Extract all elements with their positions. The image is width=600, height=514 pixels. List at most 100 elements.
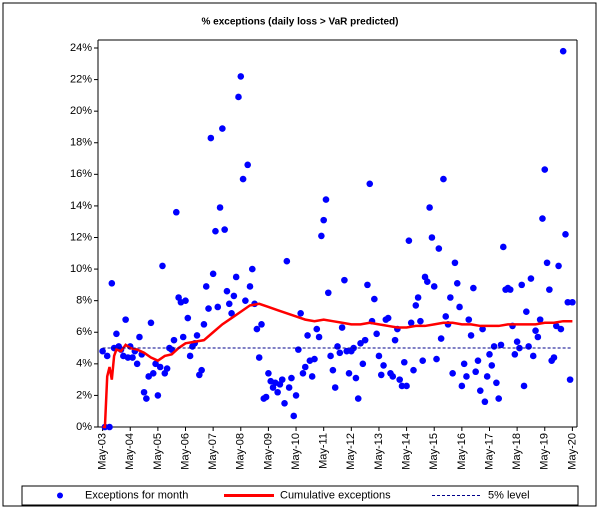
exception-point xyxy=(550,354,558,361)
exception-point xyxy=(106,423,113,431)
exception-point xyxy=(543,259,551,267)
exception-point xyxy=(384,314,392,322)
exception-point xyxy=(163,365,171,372)
exception-point xyxy=(364,281,371,289)
exception-point xyxy=(285,384,293,391)
exception-point xyxy=(329,366,337,374)
exception-point xyxy=(122,316,129,323)
legend-label: Cumulative exceptions xyxy=(280,489,391,501)
exception-point xyxy=(426,204,433,211)
exception-point xyxy=(297,310,304,317)
exception-point xyxy=(288,374,295,382)
exception-point xyxy=(313,325,321,333)
x-tick-label: May-20 xyxy=(566,433,578,470)
exception-point xyxy=(244,161,251,169)
exception-point xyxy=(430,283,438,290)
x-tick-label: May-06 xyxy=(179,433,191,470)
x-tick-label: May-05 xyxy=(152,433,164,470)
exception-point xyxy=(373,330,380,338)
exception-point xyxy=(525,343,532,350)
exception-point xyxy=(341,276,348,284)
exception-point xyxy=(242,297,249,304)
exception-point xyxy=(129,354,136,361)
exception-point xyxy=(463,373,470,380)
exception-point xyxy=(359,360,367,368)
x-tick-label: May-07 xyxy=(207,433,219,470)
exception-point xyxy=(308,373,316,380)
exception-point xyxy=(248,265,256,273)
exception-point xyxy=(311,355,318,363)
exception-point xyxy=(400,358,408,366)
exception-point xyxy=(258,321,265,328)
exception-point xyxy=(433,355,440,363)
exception-point xyxy=(474,357,482,364)
exception-point xyxy=(389,373,397,380)
exception-point xyxy=(371,295,378,303)
exception-point xyxy=(479,325,486,333)
exception-point xyxy=(470,284,477,292)
exception-point xyxy=(159,262,166,270)
exception-point xyxy=(428,234,436,241)
exception-point xyxy=(278,376,286,383)
exception-point xyxy=(170,336,178,344)
exception-point xyxy=(449,370,456,377)
y-tick-label: 12% xyxy=(70,231,92,243)
exception-point xyxy=(465,316,473,323)
exception-point xyxy=(532,327,539,334)
exception-point xyxy=(320,216,327,224)
x-tick-label: May-17 xyxy=(483,433,495,470)
exception-point xyxy=(265,370,272,377)
exception-point xyxy=(456,303,463,311)
legend-marker xyxy=(57,492,63,499)
exception-point xyxy=(283,257,291,265)
y-tick-label: 2% xyxy=(76,389,92,401)
legend-box xyxy=(21,485,579,506)
exception-point xyxy=(486,351,493,358)
exception-point xyxy=(147,319,155,327)
exception-point xyxy=(99,347,106,355)
exception-point xyxy=(179,333,187,341)
exception-point xyxy=(562,231,569,238)
exception-point xyxy=(460,360,468,368)
exception-point xyxy=(458,382,466,390)
exception-point xyxy=(182,297,189,304)
exception-point xyxy=(564,298,572,306)
exception-point xyxy=(223,287,231,295)
exception-point xyxy=(143,395,150,402)
exception-point xyxy=(304,332,311,339)
exception-point xyxy=(500,243,507,251)
exception-point xyxy=(324,289,332,297)
exception-point xyxy=(520,382,528,390)
exception-point xyxy=(495,395,503,402)
exception-point xyxy=(442,313,450,320)
exception-point xyxy=(290,412,298,420)
y-tick-label: 10% xyxy=(70,263,92,275)
exception-point xyxy=(555,262,562,270)
exception-point xyxy=(440,175,447,183)
exception-point xyxy=(518,281,526,289)
exception-point xyxy=(184,314,192,322)
exception-point xyxy=(315,333,323,341)
legend-label: Exceptions for month xyxy=(85,489,188,501)
exception-point xyxy=(334,343,341,350)
exception-point xyxy=(246,283,254,290)
x-tick-label: May-08 xyxy=(235,433,247,470)
chart-border xyxy=(2,2,597,507)
exception-point xyxy=(156,363,164,371)
y-tick-label: 6% xyxy=(76,326,92,338)
exception-point xyxy=(559,47,567,55)
x-tick-label: May-11 xyxy=(318,433,330,469)
exception-point xyxy=(424,278,431,286)
exception-point xyxy=(103,352,111,360)
exception-point xyxy=(221,226,228,233)
exception-point xyxy=(490,343,498,350)
exception-point xyxy=(410,366,417,374)
exception-point xyxy=(322,196,330,203)
exception-point xyxy=(295,346,302,353)
exception-point xyxy=(172,208,180,216)
exception-point xyxy=(186,352,194,360)
exception-point xyxy=(557,325,565,333)
exception-point xyxy=(281,400,288,407)
exception-point xyxy=(391,336,399,344)
exception-point xyxy=(467,332,475,339)
